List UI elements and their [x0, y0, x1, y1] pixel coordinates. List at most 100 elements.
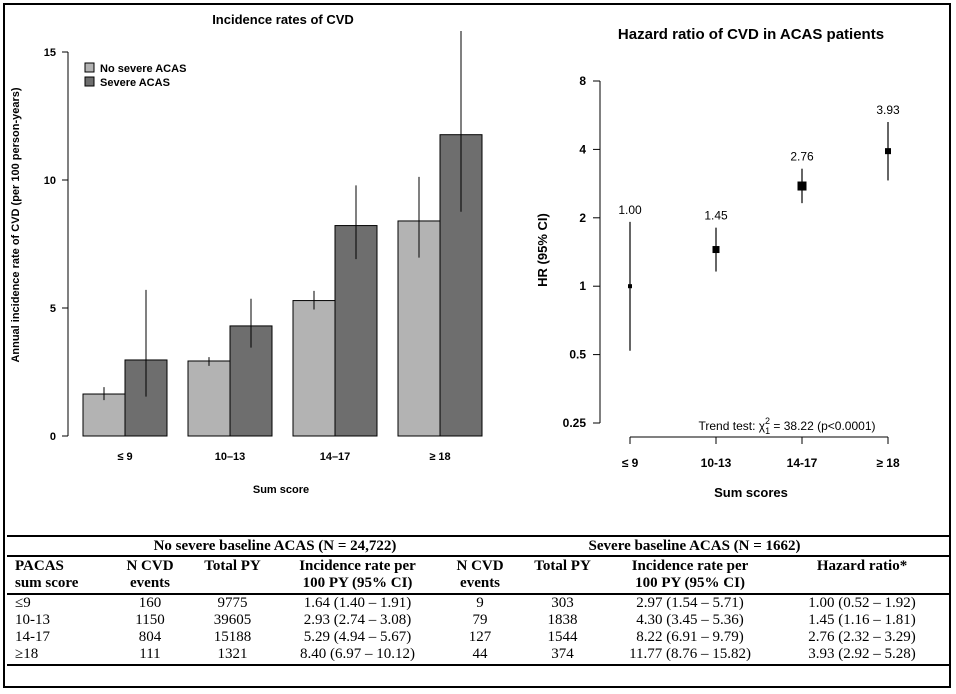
table-column-header: Incidence rate per 100 PY (95% CI)	[275, 556, 441, 595]
bar-chart-marks	[82, 31, 483, 437]
table-cell: 9775	[217, 595, 248, 611]
table-cell: 5.29 (4.94 – 5.67)	[303, 629, 412, 645]
bar-y-tick-label: 0	[50, 431, 56, 443]
hr-value-label: 1.45	[704, 209, 728, 223]
hr-y-tick-label: 1	[579, 279, 586, 293]
legend-swatch	[84, 76, 95, 87]
table-header-text: events	[460, 575, 501, 591]
table-column-header: N CVD events	[440, 556, 521, 595]
bar-no-severe	[82, 393, 126, 437]
table-cell: 160	[138, 595, 162, 611]
table-body: ≤9 160 9775 1.64 (1.40 – 1.91) 9 303 2.97 (1.5…	[7, 594, 949, 666]
table-cell: 2.93 (2.74 – 3.08)	[303, 612, 412, 628]
hr-x-category-label: 14-17	[787, 456, 818, 470]
hr-point	[628, 284, 632, 289]
hr-y-tick-label: 0.5	[569, 348, 586, 362]
hr-value-label: 1.00	[618, 203, 642, 217]
table-column-header: Total PY	[190, 556, 275, 595]
table-cell: 1838	[547, 612, 578, 628]
table-column-header: Incidence rate per 100 PY (95% CI)	[605, 556, 776, 595]
bar-y-tick-label: 10	[44, 175, 56, 187]
bar-chart-legend: No severe ACAS Severe ACAS	[84, 62, 186, 89]
table-cell: 127	[468, 629, 492, 645]
table-header-text: 100 PY (95% CI)	[302, 575, 413, 591]
table-header-text: Incidence rate per	[631, 558, 749, 574]
hr-y-tick-label: 2	[579, 211, 586, 225]
hr-chart-xlabel: Sum scores	[714, 485, 788, 500]
hr-chart-ylabel: HR (95% CI)	[535, 213, 550, 287]
bar-y-tick-label: 15	[44, 47, 56, 59]
figure-frame: Incidence rates of CVD Annual incidence …	[3, 3, 951, 688]
figure-charts: Incidence rates of CVD Annual incidence …	[10, 12, 900, 500]
bar-y-tick-label: 5	[50, 303, 56, 315]
table-row: 10-13 1150 39605 2.93 (2.74 – 3.08) 79 1838 4.…	[7, 612, 949, 629]
table-header-text: N CVD	[126, 558, 174, 574]
table-cell: 374	[520, 646, 606, 666]
bar-no-severe	[187, 360, 231, 437]
legend-label: No severe ACAS	[100, 63, 186, 75]
table-header-text: Total PY	[534, 558, 591, 574]
table-row: ≥18 111 1321 8.40 (6.97 – 10.12) 44 374 11.77 …	[7, 646, 949, 666]
legend-swatch	[84, 62, 95, 73]
table-header-text: Incidence rate per	[299, 558, 416, 574]
hr-chart-x-axis: ≤ 9 10-13 14-17 ≥ 18	[622, 436, 900, 470]
table-header-text: events	[130, 575, 170, 591]
table-cell: 14-17	[15, 629, 50, 645]
hr-y-tick-label: 0.25	[563, 416, 587, 430]
trend-test-annotation: Trend test: χ2 1 = 38.22 (p<0.0001)	[699, 416, 876, 436]
table-cell: 9	[476, 595, 484, 611]
table-column-header: Total PY	[520, 556, 606, 595]
table-group-severe: Severe baseline ACAS (N = 1662)	[440, 535, 949, 557]
table-cell: 15188	[213, 629, 252, 645]
bar-severe	[334, 225, 378, 437]
results-table-container: No severe baseline ACAS (N = 24,722) Sev…	[7, 535, 949, 666]
bar-x-category-label: ≥ 18	[429, 451, 450, 463]
table-header-text: 100 PY (95% CI)	[635, 575, 745, 591]
table-cell: 39605	[213, 612, 252, 628]
bar-x-category-label: ≤ 9	[117, 451, 132, 463]
hr-x-category-label: ≤ 9	[622, 456, 639, 470]
hr-chart-y-axis: 0.25 0.5 1 2 4 8	[563, 74, 601, 430]
table-cell: 79	[472, 612, 488, 628]
hr-chart-marks: 1.00 1.45 2.76 3.93	[618, 103, 900, 351]
bar-x-category-label: 14–17	[320, 451, 351, 463]
hr-value-label: 3.93	[876, 103, 900, 117]
bar-chart-ylabel: Annual incidence rate of CVD (per 100 pe…	[10, 87, 22, 362]
table-row: 14-17 804 15188 5.29 (4.94 – 5.67) 127 1544 8.…	[7, 629, 949, 646]
bar-chart-xlabel: Sum score	[253, 484, 309, 496]
table-column-header: Hazard ratio*	[775, 556, 949, 595]
table-cell: 8.22 (6.91 – 9.79)	[636, 629, 744, 645]
hr-x-category-label: 10-13	[701, 456, 732, 470]
table-header-text: Hazard ratio*	[816, 558, 908, 574]
hr-point	[712, 246, 720, 254]
table-cell: ≥18	[7, 646, 110, 666]
table-cell: 303	[551, 595, 574, 611]
hr-chart-title: Hazard ratio of CVD in ACAS patients	[618, 26, 884, 43]
bar-no-severe	[292, 300, 336, 437]
table-cell: 2.97 (1.54 – 5.71)	[636, 595, 744, 611]
table-group-header: No severe baseline ACAS (N = 24,722) Sev…	[7, 535, 949, 557]
bar-x-category-label: 10–13	[215, 451, 246, 463]
bar-chart-title: Incidence rates of CVD	[212, 12, 354, 27]
hr-value-label: 2.76	[790, 150, 814, 164]
table-row: ≤9 160 9775 1.64 (1.40 – 1.91) 9 303 2.97 (1.5…	[7, 594, 949, 612]
table-cell: 11.77 (8.76 – 15.82)	[605, 646, 776, 666]
table-column-headers: PACAS sum score N CVD events Total PY Inciden…	[7, 556, 949, 595]
table-column-header: N CVD events	[110, 556, 190, 595]
table-cell: 1321	[190, 646, 275, 666]
table-cell: 44	[440, 646, 521, 666]
table-cell: 1544	[547, 629, 578, 645]
table-cell: 3.93 (2.92 – 5.28)	[775, 646, 949, 666]
bar-chart-x-categories: ≤ 9 10–13 14–17 ≥ 18	[117, 451, 450, 463]
hr-x-category-label: ≥ 18	[876, 456, 900, 470]
table-cell: 1.45 (1.16 – 1.81)	[808, 612, 916, 628]
table-cell: 804	[138, 629, 162, 645]
table-cell: 1.00 (0.52 – 1.92)	[808, 595, 916, 611]
table-cell: 1150	[135, 612, 165, 628]
table-group-no-severe: No severe baseline ACAS (N = 24,722)	[110, 535, 441, 557]
table-cell: 2.76 (2.32 – 3.29)	[808, 629, 916, 645]
table-cell: ≤9	[15, 595, 31, 611]
hazard-ratio-chart: Hazard ratio of CVD in ACAS patients HR …	[535, 26, 900, 500]
bar-chart-y-axis: 0 5 10 15	[44, 47, 69, 443]
results-table: No severe baseline ACAS (N = 24,722) Sev…	[7, 535, 949, 666]
